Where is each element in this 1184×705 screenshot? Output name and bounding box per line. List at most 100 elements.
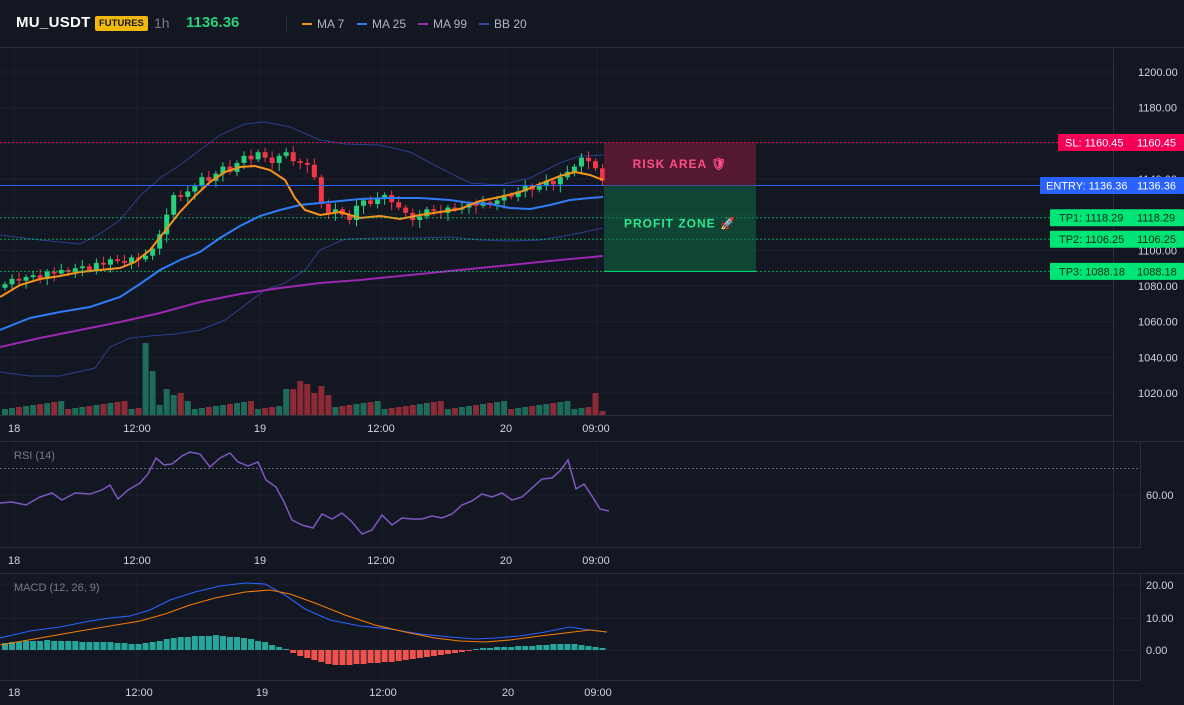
candlesticks[interactable] xyxy=(2,146,606,291)
rsi-line[interactable] xyxy=(0,451,610,535)
candle-body[interactable] xyxy=(37,275,43,279)
candle-body[interactable] xyxy=(515,191,521,197)
volume-bar xyxy=(226,404,233,415)
candle-body[interactable] xyxy=(311,164,317,178)
candle-body[interactable] xyxy=(508,195,514,197)
candle-body[interactable] xyxy=(51,271,57,274)
candle-body[interactable] xyxy=(16,278,22,281)
candle-body[interactable] xyxy=(424,209,430,217)
tp2-tag[interactable] xyxy=(1050,230,1184,248)
candle-body[interactable] xyxy=(375,198,381,204)
candle-body[interactable] xyxy=(157,234,163,249)
time-axes[interactable]: 18 12:00 19 12:00 20 09:00 18 12:00 19 12:00 20 09:… xyxy=(8,423,612,699)
timeframe-label[interactable]: 1h xyxy=(154,15,170,31)
candle-body[interactable] xyxy=(304,162,310,165)
candle-body[interactable] xyxy=(129,257,135,263)
tp3-tag[interactable] xyxy=(1050,262,1184,280)
candle-body[interactable] xyxy=(269,157,275,163)
candle-body[interactable] xyxy=(578,157,584,167)
candle-body[interactable] xyxy=(290,152,296,162)
macd-tick-0: 0.00 xyxy=(1146,645,1167,657)
candle-body[interactable] xyxy=(164,214,170,235)
macd-histogram-bar xyxy=(522,646,529,650)
candle-body[interactable] xyxy=(30,275,36,278)
candle-body[interactable] xyxy=(192,186,198,192)
sl-tag[interactable] xyxy=(1058,134,1184,152)
candle-body[interactable] xyxy=(382,195,388,199)
candle-body[interactable] xyxy=(417,216,423,221)
candle-body[interactable] xyxy=(220,166,226,174)
candle-body[interactable] xyxy=(431,209,437,212)
candle-body[interactable] xyxy=(585,157,591,162)
candle-body[interactable] xyxy=(501,195,507,201)
candle-body[interactable] xyxy=(150,248,156,256)
candle-body[interactable] xyxy=(325,203,331,213)
candle-body[interactable] xyxy=(297,161,303,163)
candle-body[interactable] xyxy=(361,200,367,206)
macd-histogram-bar xyxy=(515,646,522,650)
profit-zone[interactable] xyxy=(604,185,756,272)
legend-ma99[interactable]: MA 99 xyxy=(418,17,467,31)
candle-body[interactable] xyxy=(199,177,205,187)
candle-body[interactable] xyxy=(536,186,542,190)
candle-body[interactable] xyxy=(65,269,71,272)
candle-body[interactable] xyxy=(557,177,563,185)
candle-body[interactable] xyxy=(2,284,8,288)
candle-body[interactable] xyxy=(593,161,599,169)
candle-body[interactable] xyxy=(86,266,92,270)
legend-bb20[interactable]: BB 20 xyxy=(479,17,527,31)
candle-body[interactable] xyxy=(396,202,402,208)
candle-body[interactable] xyxy=(368,200,374,204)
entry-tag[interactable] xyxy=(1040,176,1184,194)
candle-body[interactable] xyxy=(171,195,177,215)
candle-body[interactable] xyxy=(185,191,191,197)
macd-histogram-bar xyxy=(107,642,114,650)
candle-body[interactable] xyxy=(23,277,29,281)
macd-histogram-bar xyxy=(114,643,121,650)
candle-body[interactable] xyxy=(550,180,556,185)
candle-body[interactable] xyxy=(403,207,409,213)
candle-body[interactable] xyxy=(473,203,479,206)
symbol-name[interactable]: MU_USDT xyxy=(16,14,91,31)
candle-body[interactable] xyxy=(9,278,15,285)
candle-body[interactable] xyxy=(227,166,233,172)
candle-body[interactable] xyxy=(114,259,120,262)
candle-body[interactable] xyxy=(178,195,184,197)
candle-body[interactable] xyxy=(354,205,359,221)
candle-body[interactable] xyxy=(79,266,85,269)
candle-body[interactable] xyxy=(72,268,78,272)
candle-body[interactable] xyxy=(452,207,458,210)
candle-body[interactable] xyxy=(122,261,128,263)
legend-ma25[interactable]: MA 25 xyxy=(357,17,406,31)
candle-body[interactable] xyxy=(206,177,212,181)
macd-signal-line[interactable] xyxy=(0,589,608,646)
candle-body[interactable] xyxy=(318,177,324,204)
macd-line[interactable] xyxy=(0,582,608,640)
candle-body[interactable] xyxy=(332,209,338,213)
candle-body[interactable] xyxy=(494,200,500,204)
macd-histogram-bar xyxy=(142,643,149,650)
candle-body[interactable] xyxy=(276,155,282,163)
candle-body[interactable] xyxy=(571,166,577,172)
candle-body[interactable] xyxy=(241,155,247,163)
candle-body[interactable] xyxy=(143,255,149,260)
price-axis-tick: 1040.00 xyxy=(1138,352,1178,364)
candle-body[interactable] xyxy=(262,152,268,158)
candle-body[interactable] xyxy=(248,155,254,160)
candle-body[interactable] xyxy=(93,262,99,270)
candle-body[interactable] xyxy=(100,262,106,265)
macd-histogram-bar xyxy=(177,637,184,650)
candle-body[interactable] xyxy=(283,152,289,156)
candle-body[interactable] xyxy=(107,259,113,265)
tp1-tag[interactable] xyxy=(1050,209,1184,227)
legend-ma7[interactable]: MA 7 xyxy=(302,17,344,31)
candle-body[interactable] xyxy=(522,186,528,192)
candle-body[interactable] xyxy=(255,152,261,160)
candle-body[interactable] xyxy=(44,271,50,279)
bb20-swatch xyxy=(479,23,489,25)
volume-bar xyxy=(44,403,51,415)
candle-body[interactable] xyxy=(543,180,549,187)
risk-area-zone[interactable] xyxy=(604,142,756,186)
candle-body[interactable] xyxy=(600,168,606,181)
